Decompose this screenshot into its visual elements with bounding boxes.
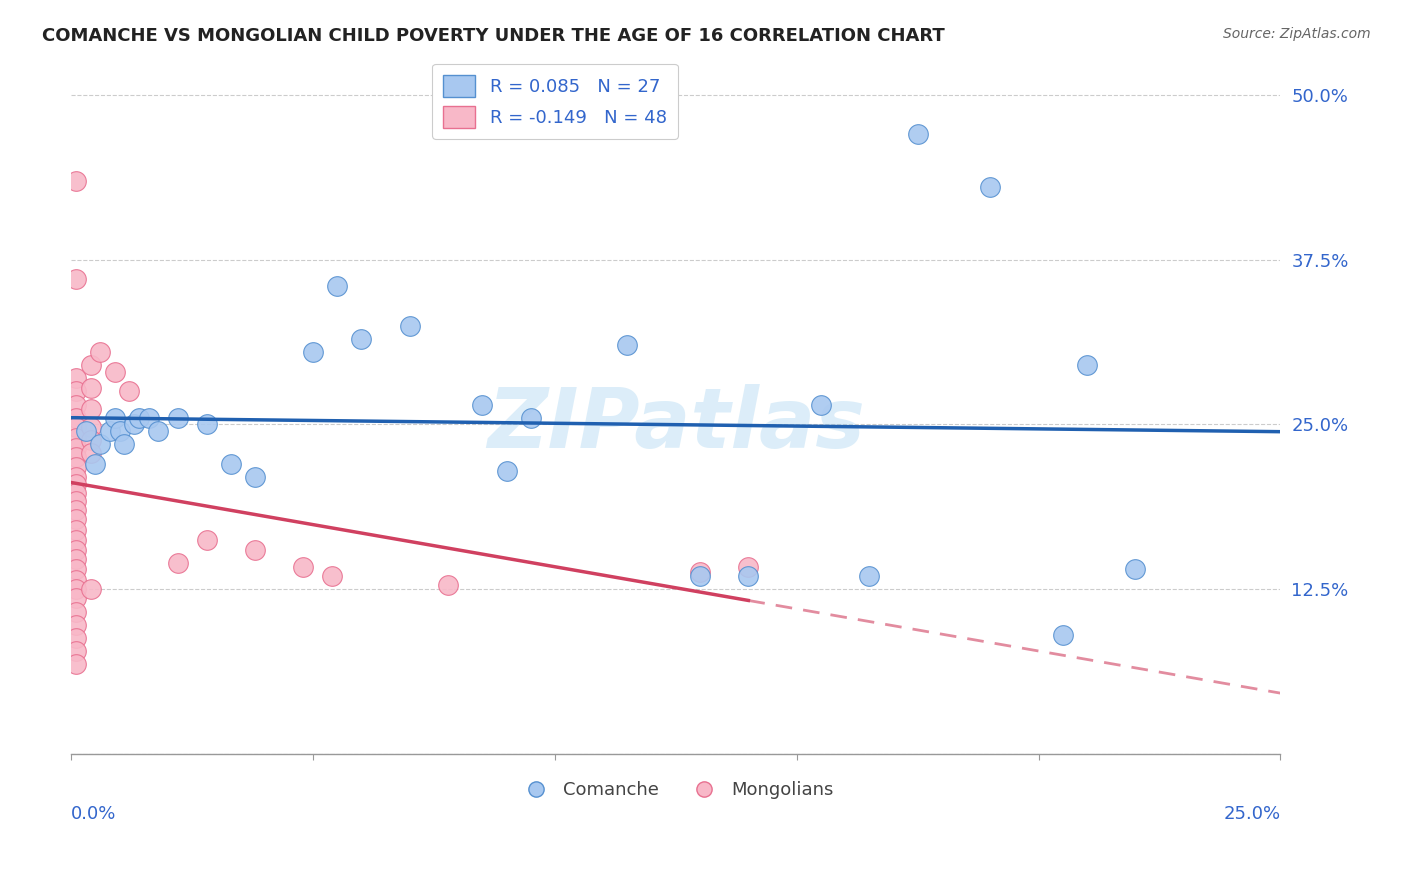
Text: 25.0%: 25.0%: [1223, 805, 1281, 823]
Point: [79, 358, 101, 372]
Point: [65, 431, 87, 445]
Point: [148, 424, 170, 438]
Point: [79, 380, 101, 394]
Text: COMANCHE VS MONGOLIAN CHILD POVERTY UNDER THE AGE OF 16 CORRELATION CHART: COMANCHE VS MONGOLIAN CHILD POVERTY UNDE…: [42, 27, 945, 45]
Point: [737, 559, 759, 574]
Text: 0.0%: 0.0%: [72, 805, 117, 823]
Point: [810, 398, 832, 412]
Point: [65, 591, 87, 606]
Point: [65, 533, 87, 548]
Text: Source: ZipAtlas.com: Source: ZipAtlas.com: [1223, 27, 1371, 41]
Point: [689, 569, 711, 583]
Point: [65, 562, 87, 576]
Point: [65, 486, 87, 500]
Point: [858, 569, 880, 583]
Point: [243, 470, 266, 484]
Point: [437, 578, 460, 592]
Point: [979, 180, 1001, 194]
Point: [1052, 628, 1074, 642]
Point: [79, 582, 101, 597]
Point: [65, 657, 87, 672]
Point: [79, 401, 101, 416]
Point: [65, 523, 87, 537]
Point: [138, 410, 160, 425]
Point: [65, 476, 87, 491]
Point: [65, 605, 87, 619]
Point: [104, 365, 127, 379]
Point: [79, 446, 101, 460]
Point: [65, 512, 87, 526]
Point: [302, 345, 325, 359]
Point: [65, 617, 87, 632]
Point: [65, 384, 87, 399]
Point: [1076, 358, 1098, 372]
Text: ZIPatlas: ZIPatlas: [486, 384, 865, 466]
Point: [471, 398, 494, 412]
Point: [195, 417, 218, 432]
Point: [122, 417, 145, 432]
Point: [1123, 562, 1146, 576]
Point: [65, 450, 87, 465]
Point: [65, 542, 87, 557]
Point: [398, 318, 420, 333]
Point: [98, 424, 121, 438]
Point: [108, 424, 131, 438]
Point: [65, 420, 87, 434]
Point: [65, 410, 87, 425]
Point: [616, 338, 638, 352]
Point: [243, 542, 266, 557]
Point: [118, 384, 141, 399]
Point: [75, 424, 97, 438]
Point: [65, 503, 87, 517]
Point: [519, 410, 541, 425]
Point: [89, 437, 111, 451]
Point: [65, 631, 87, 645]
Point: [321, 569, 343, 583]
Point: [79, 434, 101, 448]
Point: [128, 410, 150, 425]
Point: [907, 128, 929, 142]
Point: [65, 272, 87, 286]
Point: [326, 279, 349, 293]
Legend: Comanche, Mongolians: Comanche, Mongolians: [510, 774, 841, 806]
Point: [689, 565, 711, 579]
Point: [350, 332, 373, 346]
Point: [219, 457, 242, 471]
Point: [166, 410, 188, 425]
Point: [65, 173, 87, 187]
Point: [65, 371, 87, 385]
Point: [166, 556, 188, 570]
Point: [292, 559, 315, 574]
Point: [65, 398, 87, 412]
Point: [65, 573, 87, 587]
Point: [65, 582, 87, 597]
Point: [495, 464, 517, 478]
Point: [65, 470, 87, 484]
Point: [737, 569, 759, 583]
Point: [65, 459, 87, 474]
Point: [114, 437, 136, 451]
Point: [79, 420, 101, 434]
Point: [65, 494, 87, 508]
Point: [65, 552, 87, 566]
Point: [89, 345, 111, 359]
Point: [104, 410, 127, 425]
Point: [84, 457, 107, 471]
Point: [195, 533, 218, 548]
Point: [65, 644, 87, 658]
Point: [65, 441, 87, 455]
